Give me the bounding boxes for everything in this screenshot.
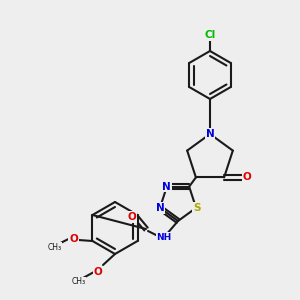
Text: S: S — [193, 203, 201, 213]
Text: O: O — [243, 172, 251, 182]
Text: NH: NH — [156, 232, 172, 242]
Text: Cl: Cl — [204, 30, 216, 40]
Text: O: O — [128, 212, 136, 222]
Text: N: N — [206, 129, 214, 139]
Text: CH₃: CH₃ — [72, 278, 86, 286]
Text: N: N — [163, 182, 171, 192]
Text: O: O — [69, 234, 78, 244]
Text: O: O — [94, 267, 102, 277]
Text: CH₃: CH₃ — [47, 242, 61, 251]
Text: N: N — [156, 203, 164, 213]
